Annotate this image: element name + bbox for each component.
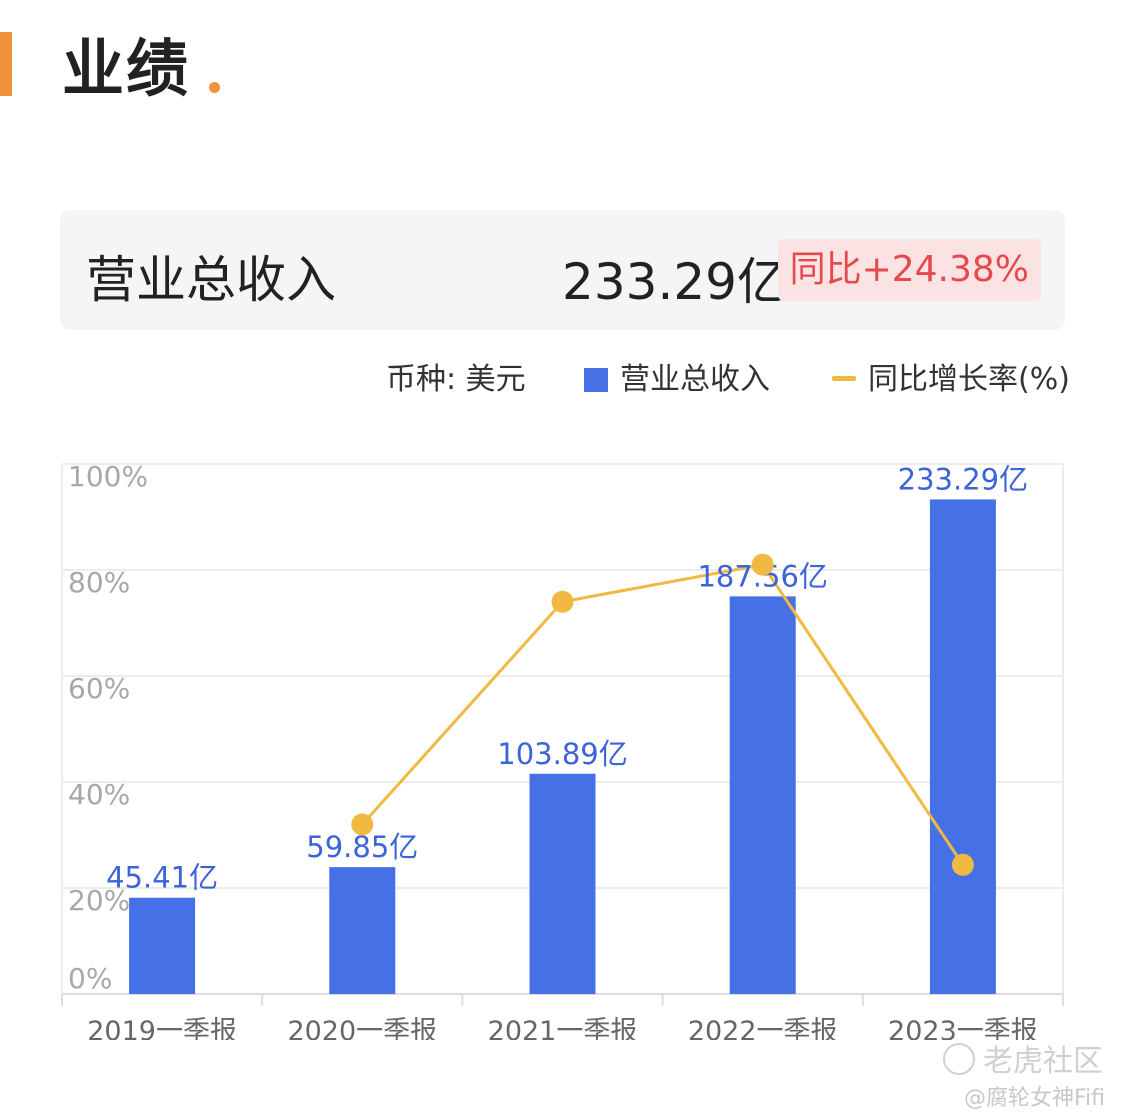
legend-bar-swatch <box>584 368 608 392</box>
currency-label: 币种: 美元 <box>386 362 526 397</box>
revenue-bar <box>729 596 796 994</box>
x-tick-label: 2021一季报 <box>488 1016 638 1040</box>
x-tick-label: 2022一季报 <box>688 1016 838 1040</box>
title-accent-bar <box>0 32 12 96</box>
y-tick-label: 80% <box>68 566 130 599</box>
watermark: 老虎社区 <box>943 1036 1103 1080</box>
legend-item-growth[interactable]: 同比增长率(%) <box>832 358 1070 402</box>
summary-label: 营业总收入 <box>86 251 336 309</box>
growth-point <box>551 590 574 613</box>
summary-value: 233.29亿 <box>562 253 787 311</box>
author-credit: @腐轮女神Fifi <box>963 1086 1105 1111</box>
revenue-bar <box>929 499 996 994</box>
x-tick-label: 2023一季报 <box>888 1016 1038 1040</box>
x-tick-label: 2020一季报 <box>287 1016 437 1040</box>
legend-line-label: 同比增长率(%) <box>868 362 1070 397</box>
revenue-bar <box>329 867 396 994</box>
revenue-bar <box>529 773 596 994</box>
growth-point <box>951 853 974 876</box>
title-dot <box>209 82 220 93</box>
tiger-logo-icon <box>943 1043 975 1075</box>
y-tick-label: 20% <box>68 884 130 917</box>
growth-line <box>361 563 965 866</box>
legend-bar-label: 营业总收入 <box>620 362 770 397</box>
watermark-text: 老虎社区 <box>983 1044 1103 1079</box>
legend-line-swatch <box>832 376 856 381</box>
bar-value-label: 59.85亿 <box>306 830 418 864</box>
revenue-chart: 0% 20% 40% 60% 80% 100% 2019一季报 2020一季报 2021一季报 2… <box>61 460 1064 1040</box>
growth-point <box>351 813 374 836</box>
page-title: 业绩 <box>62 32 191 105</box>
y-tick-label: 60% <box>68 672 130 705</box>
yoy-badge: 同比+24.38% <box>777 239 1041 301</box>
bar-value-label: 103.89亿 <box>497 737 627 771</box>
summary-card: 营业总收入 233.29亿 同比+24.38% <box>60 210 1065 330</box>
y-tick-label: 100% <box>68 460 148 493</box>
bar-value-label: 233.29亿 <box>898 462 1028 496</box>
x-tick-label: 2019一季报 <box>87 1016 237 1040</box>
y-tick-label: 0% <box>68 962 112 995</box>
growth-point <box>751 553 774 576</box>
revenue-bar <box>129 897 196 994</box>
legend-item-revenue[interactable]: 营业总收入 <box>584 358 770 402</box>
bar-value-label: 45.41亿 <box>106 861 218 895</box>
y-tick-label: 40% <box>68 778 130 811</box>
